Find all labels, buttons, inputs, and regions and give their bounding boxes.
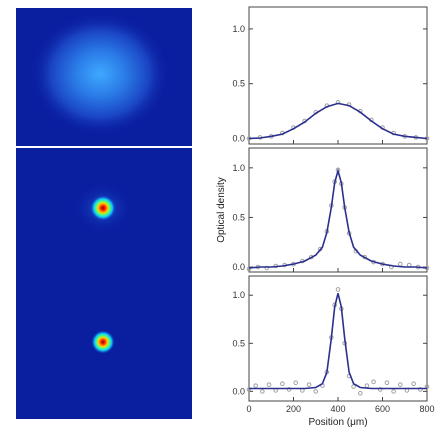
y-tick-label: 0.0 — [232, 262, 245, 272]
x-tick-label: 400 — [330, 404, 345, 414]
data-point — [391, 389, 396, 394]
y-tick-label: 0.5 — [232, 212, 245, 222]
y-tick-label: 0.0 — [232, 386, 245, 396]
plot-panel-2: 0.0 0.5 1.0 Optical density — [216, 147, 430, 273]
data-point — [286, 387, 292, 392]
data-point — [411, 381, 416, 386]
data-point — [260, 389, 265, 394]
y-tick-label: 1.0 — [232, 24, 245, 34]
data-point — [266, 382, 272, 387]
data-point — [313, 389, 319, 394]
y-tick-label: 0.0 — [232, 134, 245, 144]
data-point — [377, 387, 383, 392]
plot-panel-3: 0.0 0.5 1.0 0 200 400 600 800 Position (μm) — [232, 275, 435, 428]
data-point — [280, 381, 285, 386]
condensate-peak-3 — [91, 330, 115, 354]
x-tick-label: 600 — [375, 404, 390, 414]
fit-curve — [248, 167, 428, 269]
profile-plots: 0.0 0.5 1.0 0.0 0.5 1.0 Optical density 0.0 0.5 1… — [216, 6, 435, 428]
fit-curve — [249, 293, 427, 390]
y-tick-label: 0.5 — [232, 79, 245, 89]
y-tick-label: 1.0 — [232, 290, 245, 300]
x-axis-label: Position (μm) — [308, 417, 367, 428]
x-tick-label: 200 — [286, 404, 301, 414]
image-panel-3 — [16, 283, 192, 419]
thermal-cloud — [30, 12, 170, 136]
data-point — [384, 380, 390, 386]
data-point — [306, 382, 312, 387]
image-panel-1 — [16, 8, 192, 146]
image-panel-2 — [16, 148, 192, 283]
plot-frame-1 — [248, 6, 428, 145]
data-point — [246, 387, 252, 392]
data-point — [418, 387, 423, 392]
fit-curve — [248, 102, 428, 140]
plot-frame-2 — [248, 147, 428, 273]
data-point — [371, 379, 376, 385]
x-tick-label: 800 — [419, 404, 434, 414]
data-point — [253, 383, 258, 388]
x-tick-label: 0 — [246, 404, 251, 414]
y-tick-label: 1.0 — [232, 163, 245, 173]
y-tick-label: 0.5 — [232, 338, 245, 348]
image-divider — [16, 146, 192, 148]
data-point — [357, 391, 363, 396]
y-axis-label: Optical density — [216, 177, 227, 243]
plot-panel-1: 0.0 0.5 1.0 — [232, 6, 430, 145]
data-point — [351, 384, 356, 389]
data-point — [293, 380, 299, 386]
data-point — [335, 287, 341, 292]
data-point — [398, 382, 403, 387]
condensate-peak-2 — [90, 195, 116, 221]
